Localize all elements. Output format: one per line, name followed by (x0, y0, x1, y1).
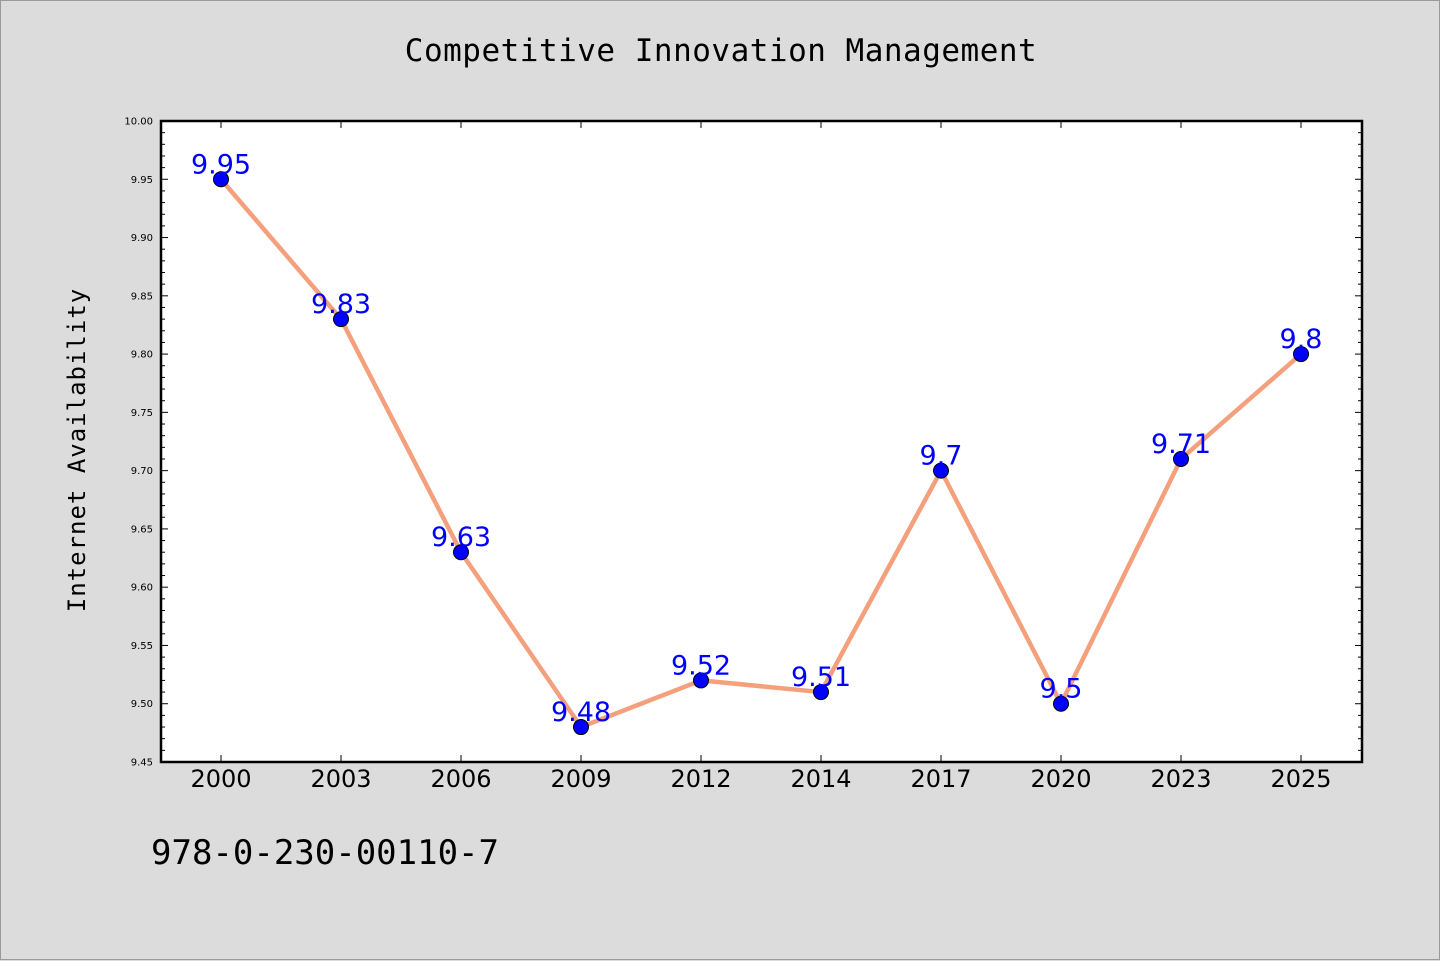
line-layer (218, 177, 1304, 730)
data-point (573, 719, 589, 736)
y-tick-label: 9.70 (131, 466, 153, 477)
data-point (813, 684, 829, 701)
chart-title: Competitive Innovation Management (404, 33, 1038, 69)
data-point (213, 171, 229, 188)
plot-frame (159, 119, 1364, 764)
y-tick-label: 9.85 (131, 291, 153, 302)
data-label: 9.71 (1151, 429, 1211, 460)
x-tick-label: 2006 (430, 765, 491, 793)
x-tick-label: 2025 (1270, 765, 1331, 793)
y-tick-label: 9.60 (131, 583, 153, 594)
x-tick-label: 2014 (790, 765, 851, 793)
data-label: 9.48 (551, 697, 611, 728)
data-label: 9.83 (311, 289, 371, 320)
series-line (218, 177, 1304, 730)
data-label: 9.7 (920, 441, 963, 472)
y-tick-label: 9.80 (131, 350, 153, 361)
y-tick-label: 9.55 (131, 641, 153, 652)
axis-layer: 9.45 9.50 9.55 9.60 9.65 9.70 9.75 9.80 9.85 9.90… (124, 117, 1362, 793)
x-tick-label: 2012 (670, 765, 731, 793)
data-label: 9.8 (1280, 324, 1323, 355)
marker-layer (213, 171, 1309, 736)
y-tick-label: 9.95 (131, 175, 153, 186)
data-label: 9.95 (191, 149, 251, 180)
data-point (333, 311, 349, 328)
y-tick-label: 10.00 (124, 117, 153, 128)
x-tick-label: 2020 (1030, 765, 1091, 793)
x-tick-label: 2023 (1150, 765, 1211, 793)
x-tick-label: 2009 (550, 765, 611, 793)
x-tick-label: 2003 (310, 765, 371, 793)
data-label: 9.5 (1040, 674, 1083, 705)
x-tick-label: 2017 (910, 765, 971, 793)
y-tick-label: 9.65 (131, 524, 153, 535)
data-point (693, 672, 709, 689)
data-label: 9.63 (431, 522, 491, 553)
x-tick-label: 2000 (190, 765, 251, 793)
y-tick-label: 9.50 (131, 699, 153, 710)
y-tick-label: 9.75 (131, 408, 153, 419)
y-tick-label: 9.45 (131, 758, 153, 769)
data-point (1053, 695, 1069, 712)
data-point (1173, 450, 1189, 467)
data-point (453, 544, 469, 561)
data-label: 9.51 (791, 662, 851, 693)
data-point (933, 462, 949, 479)
y-tick-label: 9.90 (131, 233, 153, 244)
label-layer: 9.95 9.83 9.63 9.48 9.52 9.51 9.7 9.5 9.71 9.8 (191, 149, 1323, 728)
data-label: 9.52 (671, 650, 731, 681)
isbn-text: 978-0-230-00110-7 (151, 833, 499, 873)
data-point (1293, 346, 1309, 363)
plot-area (161, 121, 1362, 762)
